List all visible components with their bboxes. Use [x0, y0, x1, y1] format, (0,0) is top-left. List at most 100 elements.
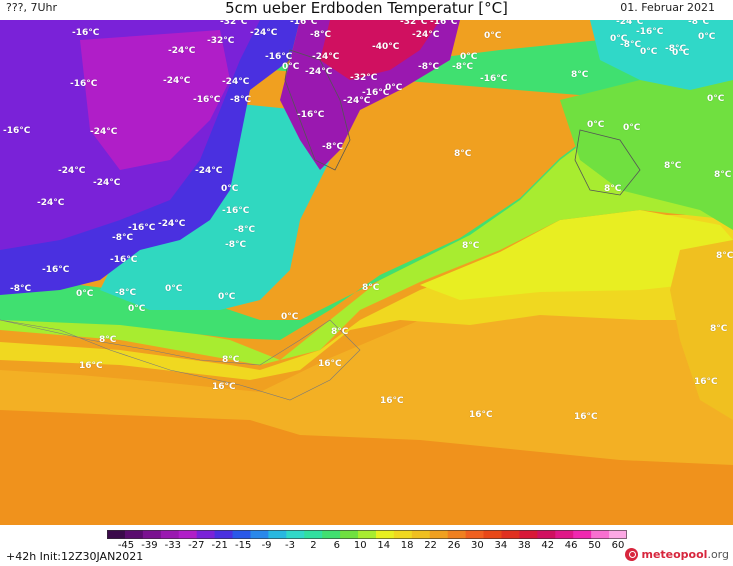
temp-label: -24°C [222, 77, 250, 87]
legend-tick-label: -39 [141, 540, 158, 551]
temp-label: -16°C [193, 95, 221, 105]
legend-swatch [107, 530, 126, 539]
temp-label: 0°C [218, 292, 236, 302]
temp-label: 0°C [221, 184, 239, 194]
temp-label: 8°C [716, 251, 733, 261]
temp-label: -24°C [58, 166, 86, 176]
legend-tick-label: -15 [234, 540, 252, 551]
temp-label: -24°C [168, 46, 196, 56]
temp-label: -16°C [128, 223, 156, 233]
legend-swatch [465, 530, 485, 539]
temp-label: 0°C [460, 52, 478, 62]
europe-mild [560, 50, 733, 230]
legend-swatch [304, 530, 323, 539]
legend-tick-label: 22 [424, 540, 437, 551]
date-label: 01. Februar 2021 [620, 1, 715, 14]
legend-swatch [573, 530, 592, 539]
temp-label: -8°C [620, 40, 642, 50]
temperature-map: -16°C -32°C -32°C -24°C -24°C -16°C -8°C… [0, 20, 733, 525]
temp-label: 8°C [604, 184, 622, 194]
temp-label: -16°C [480, 74, 508, 84]
brand-logo[interactable]: meteopool .org [625, 548, 729, 561]
temp-label: 0°C [587, 120, 605, 130]
time-label: ???, 7Uhr [6, 1, 58, 14]
brand-name: meteopool [641, 548, 708, 561]
temp-label: 0°C [76, 289, 94, 299]
temp-label: -8°C [322, 142, 344, 152]
temp-label: 0°C [281, 312, 299, 322]
temp-label: -32°C [220, 20, 248, 27]
temp-label: -24°C [616, 20, 644, 27]
legend-tick-label: 34 [494, 540, 508, 551]
greenland-core [320, 20, 440, 80]
temp-label: -24°C [412, 30, 440, 40]
temp-label: -24°C [312, 52, 340, 62]
legend-swatch [286, 530, 305, 539]
temp-label: 0°C [610, 34, 628, 44]
temp-label: -24°C [93, 178, 121, 188]
temp-label: -32°C [350, 73, 378, 83]
temp-label: 0°C [672, 48, 690, 58]
legend-tick-label: 46 [564, 540, 578, 551]
legend-tick-label: 30 [471, 540, 484, 551]
legend-tick-label: 14 [377, 540, 391, 551]
legend-swatch [591, 530, 610, 539]
legend-swatch [196, 530, 216, 539]
temp-label: 8°C [714, 170, 732, 180]
lime-band [0, 110, 733, 365]
temp-label: -24°C [163, 76, 191, 86]
legend-swatch [250, 530, 269, 539]
legend-swatch [178, 530, 198, 539]
temp-label: -8°C [452, 62, 474, 72]
legend-tick-label: -45 [117, 540, 135, 551]
deep-orange-band [0, 410, 733, 525]
legend-tick-label: 10 [353, 540, 367, 551]
legend-swatch [411, 530, 431, 539]
temp-label: 16°C [694, 377, 718, 387]
iberia-warm [670, 240, 733, 420]
color-legend [107, 530, 627, 539]
legend-swatch [322, 530, 341, 539]
temp-label: 0°C [128, 304, 146, 314]
temp-label: -32°C [400, 20, 428, 27]
temp-label: -8°C [112, 233, 134, 243]
temp-label: -24°C [343, 96, 371, 106]
temp-label: 0°C [165, 284, 183, 294]
temp-label: -16°C [297, 110, 325, 120]
legend-swatch [358, 530, 377, 539]
temp-label: -8°C [688, 20, 710, 27]
temp-label: 0°C [385, 83, 403, 93]
legend-tick-label: 26 [447, 540, 461, 551]
map-title: 5cm ueber Erdboden Temperatur [°C] [225, 0, 508, 17]
temp-label: 0°C [640, 47, 658, 57]
legend-tick-label: 18 [400, 540, 414, 551]
temp-label: 8°C [454, 149, 472, 159]
temp-label: -8°C [10, 284, 32, 294]
temp-label: 16°C [79, 361, 103, 371]
scandinavia-cool [590, 20, 733, 90]
temperature-field [0, 20, 733, 525]
legend-swatch [393, 530, 413, 539]
legend-ticks: -45 -39 -33 -27 -21 -15 -9 -3 2 6 10 14 18 22 26 30 34 38… [0, 540, 733, 552]
temp-label: -32°C [207, 36, 235, 46]
legend-tick-label: 38 [517, 540, 531, 551]
legend-tick-label: -27 [188, 540, 205, 551]
temp-label: 0°C [623, 123, 641, 133]
temp-label: 8°C [99, 335, 117, 345]
legend-tick-label: 6 [333, 540, 341, 551]
legend-swatch [214, 530, 234, 539]
legend-swatch [537, 530, 556, 539]
legend-swatch [142, 530, 162, 539]
header-bar: ???, 7Uhr 5cm ueber Erdboden Temperatur … [0, 0, 733, 20]
temp-label: 8°C [222, 355, 240, 365]
greenland-coast [284, 49, 351, 171]
legend-swatch [268, 530, 287, 539]
temp-label: 0°C [484, 31, 502, 41]
legend-tick-label: 42 [541, 540, 555, 551]
temp-label: -16°C [110, 255, 138, 265]
coastline [0, 319, 361, 401]
temp-label: 16°C [380, 396, 404, 406]
temp-label: 8°C [571, 70, 589, 80]
temp-label: 0°C [698, 32, 716, 42]
legend-swatch [609, 530, 627, 539]
